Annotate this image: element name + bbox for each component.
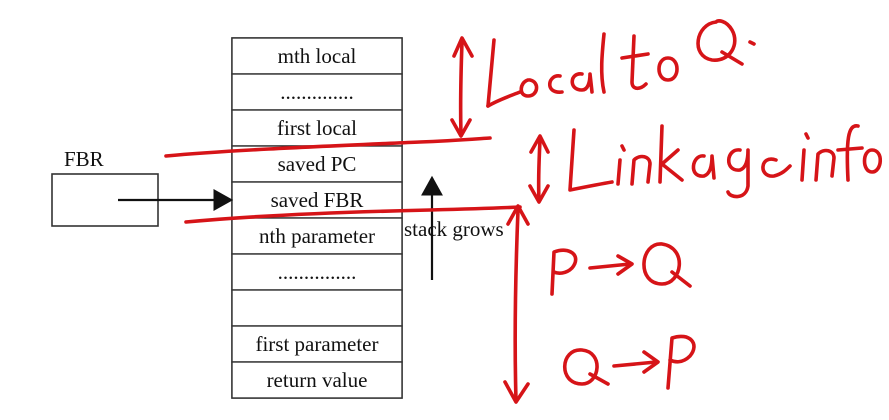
stack-cell (231, 289, 403, 327)
call-direction-bracket (513, 208, 520, 402)
stack-grows-indicator: stack grows (404, 175, 504, 280)
ink-line-below-saved-fbr (184, 205, 522, 224)
q-to-p-note (562, 334, 696, 390)
fbr-label: FBR (64, 147, 104, 171)
p-to-q-note (550, 242, 692, 296)
stack-frame-table: mth local.............. first local saved … (231, 37, 403, 399)
stack-cell (231, 253, 403, 291)
stack-cell-label: first parameter (255, 332, 378, 356)
stack-cell-label: ............... (278, 260, 357, 284)
call-direction-bracket-head-bottom (503, 380, 530, 404)
stack-cell (231, 37, 403, 75)
stack-cell-label: nth parameter (259, 224, 375, 248)
linkage-info-bracket (536, 138, 542, 202)
stack-cell-label: saved PC (278, 152, 357, 176)
stack-cell-label: return value (267, 368, 368, 392)
call-direction-bracket-head-top (506, 204, 530, 226)
local-to-q-bracket-head-top (452, 36, 474, 58)
stack-cell-label: first local (277, 116, 357, 140)
linkage-info-bracket-head-top (529, 134, 550, 154)
stack-cell-label: saved FBR (271, 188, 364, 212)
stack-cell-label: .............. (280, 80, 354, 104)
ink-line-above-saved-pc (164, 136, 492, 158)
fbr-register: FBR (51, 147, 234, 227)
stack-cell (231, 109, 403, 147)
linkage-info-note (568, 124, 883, 199)
local-to-q-bracket (458, 40, 464, 136)
stack-cell (231, 73, 403, 111)
stack-cell-label: mth local (278, 44, 357, 68)
local-to-q-note (486, 19, 756, 108)
linkage-info-bracket-head-bottom (528, 184, 550, 204)
handwritten-annotations (164, 19, 883, 404)
local-to-q-bracket-head-bottom (450, 118, 472, 138)
stack-cell (231, 361, 403, 399)
stack-grows-label: stack grows (404, 217, 504, 241)
